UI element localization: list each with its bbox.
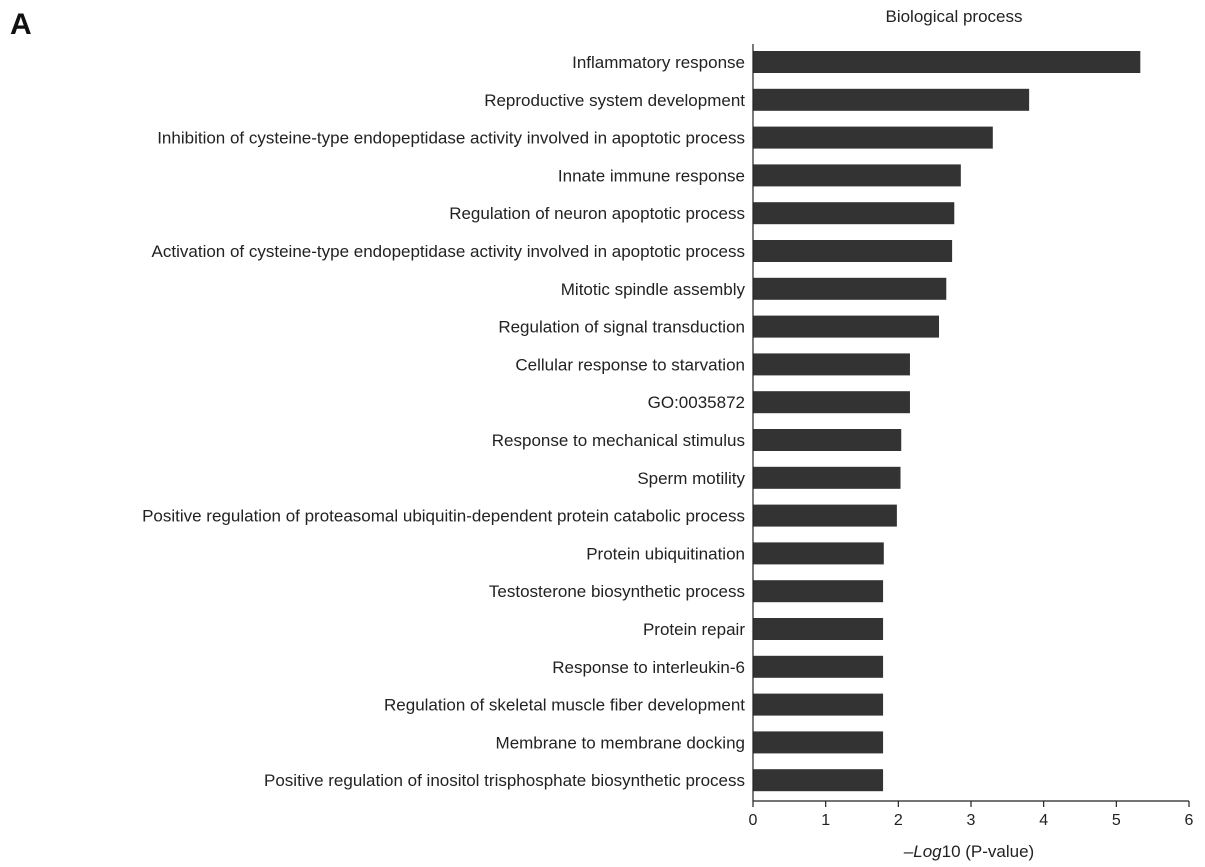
category-label: Regulation of signal transduction [498, 318, 745, 337]
bar [753, 693, 884, 716]
bar [753, 429, 902, 451]
bar [753, 542, 884, 565]
x-ticks-group: 0 1 2 3 4 5 6 [749, 801, 1194, 829]
bar [753, 391, 910, 414]
bar [753, 353, 910, 376]
x-tick-label: 3 [967, 812, 976, 829]
x-tick-label: 1 [821, 812, 830, 829]
category-label: Inflammatory response [572, 53, 745, 72]
category-label: Reproductive system development [484, 91, 745, 110]
category-labels-group: Inflammatory response Reproductive system… [142, 53, 745, 790]
bar [753, 277, 947, 300]
x-axis-label: –Log10 (P-value) [903, 842, 1034, 861]
category-label: Positive regulation of proteasomal ubiqu… [142, 507, 745, 526]
category-label: Testosterone biosynthetic process [489, 582, 745, 601]
category-label: Protein repair [643, 620, 745, 639]
chart-title: Biological process [885, 7, 1022, 26]
bar [753, 769, 884, 792]
category-label: Activation of cysteine-type endopeptidas… [152, 242, 745, 261]
bar [753, 618, 884, 640]
category-label: Cellular response to starvation [515, 355, 745, 374]
category-label: Innate immune response [558, 166, 745, 185]
category-label: Regulation of skeletal muscle fiber deve… [384, 696, 745, 715]
bar [753, 504, 897, 527]
category-label: Positive regulation of inositol trisphos… [264, 771, 745, 790]
category-label: Membrane to membrane docking [496, 733, 745, 752]
x-axis-label-italic: –Log [903, 842, 942, 861]
bar [753, 655, 884, 678]
category-label: Inhibition of cysteine-type endopeptidas… [157, 129, 745, 148]
x-tick-label: 5 [1112, 812, 1121, 829]
panel-label: A [10, 8, 32, 41]
category-label: Response to mechanical stimulus [492, 431, 745, 450]
category-label: Regulation of neuron apoptotic process [449, 204, 745, 223]
category-label: Mitotic spindle assembly [561, 280, 746, 299]
x-tick-label: 4 [1039, 812, 1048, 829]
x-axis-label-rest: 10 (P-value) [942, 842, 1035, 861]
category-label: Sperm motility [637, 469, 745, 488]
category-label: Response to interleukin-6 [552, 658, 745, 677]
bar [753, 51, 1141, 73]
bar [753, 580, 884, 603]
bar [753, 240, 953, 262]
bar [753, 731, 884, 754]
x-tick-label: 2 [894, 812, 903, 829]
bar [753, 315, 940, 338]
bar [753, 88, 1030, 111]
x-tick-label: 0 [749, 812, 758, 829]
category-label: GO:0035872 [648, 393, 745, 412]
bar [753, 466, 901, 489]
category-label: Protein ubiquitination [586, 544, 745, 563]
x-tick-label: 6 [1185, 812, 1194, 829]
bar [753, 126, 993, 149]
bar [753, 164, 961, 187]
bars-group [753, 51, 1141, 792]
bar [753, 202, 955, 225]
